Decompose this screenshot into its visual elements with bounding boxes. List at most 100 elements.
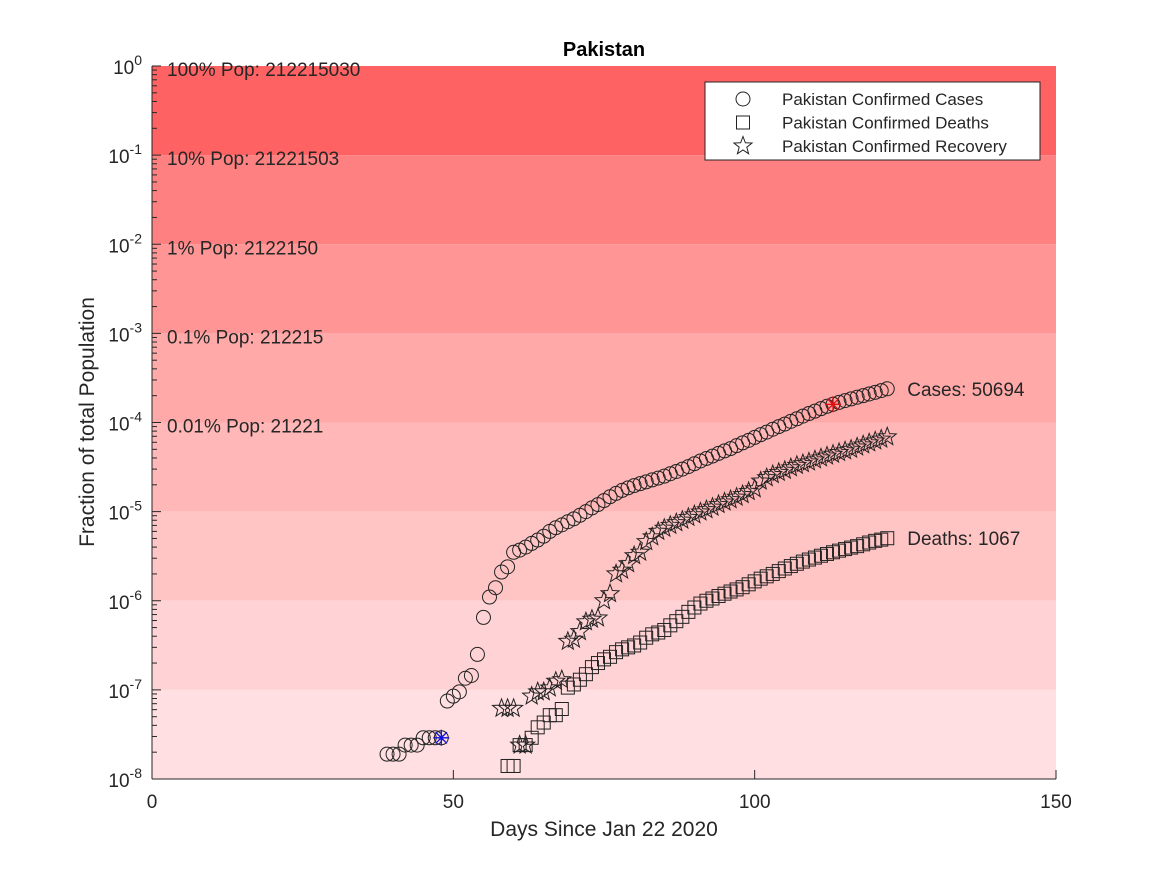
- cases-point: [379, 746, 395, 762]
- y-tick-base: 10: [108, 593, 129, 614]
- y-tick-label: 10-4: [108, 409, 142, 436]
- y-tick-base: 10: [108, 325, 129, 346]
- recovery-point: [509, 734, 531, 754]
- series-end-label: Cases: 50694: [907, 380, 1025, 401]
- cases-point: [879, 381, 895, 397]
- cases-point: [469, 646, 485, 662]
- population-label: 0.01% Pop: 21221: [167, 417, 323, 438]
- population-label: 100% Pop: 212215030: [167, 60, 360, 81]
- cases-point: [626, 478, 642, 494]
- recovery-point: [653, 517, 675, 538]
- cases-point: [415, 730, 431, 746]
- x-tick-label: 150: [1040, 792, 1072, 813]
- y-tick-base: 10: [108, 682, 129, 703]
- cases-point: [500, 559, 516, 575]
- population-label: 0.1% Pop: 212215: [167, 327, 323, 348]
- cases-point: [837, 393, 853, 409]
- population-band: [152, 689, 1056, 779]
- legend-label: Pakistan Confirmed Cases: [782, 90, 983, 109]
- recovery-point: [732, 483, 754, 504]
- population-band: [152, 155, 1056, 245]
- recovery-point: [768, 461, 790, 482]
- recovery-point: [750, 470, 772, 490]
- recovery-point: [708, 493, 729, 514]
- y-axis-label: Fraction of total Population: [76, 297, 99, 547]
- deaths-point: [506, 758, 521, 773]
- cases-point: [481, 589, 497, 605]
- legend-label: Pakistan Confirmed Deaths: [782, 114, 989, 133]
- recovery-point: [876, 425, 898, 446]
- series-star: [491, 425, 898, 754]
- recovery-point: [581, 608, 603, 629]
- cases-point: [644, 472, 660, 488]
- highlight-marker: [825, 396, 842, 413]
- y-tick-label: 10-5: [108, 498, 142, 525]
- data-series: Cases: 50694 Deaths: 1067: [379, 380, 1025, 773]
- series-circle: Cases: 50694: [379, 380, 1025, 762]
- recovery-point: [720, 488, 741, 509]
- recovery-point: [870, 428, 892, 449]
- highlight-marker: [433, 729, 450, 746]
- y-tick-label: 10-6: [108, 587, 142, 614]
- cases-point: [849, 389, 865, 405]
- y-tick-exponent: 0: [134, 52, 142, 68]
- x-tick-label: 100: [739, 792, 771, 813]
- y-tick-exponent: -2: [130, 230, 143, 246]
- cases-point: [451, 684, 467, 700]
- recovery-point: [804, 449, 826, 469]
- legend-circle-icon: [735, 91, 751, 107]
- recovery-point: [762, 463, 784, 484]
- y-tick-label: 10-3: [108, 319, 142, 346]
- cases-point: [861, 386, 877, 402]
- y-tick-base: 10: [108, 415, 129, 436]
- cases-point: [843, 391, 859, 407]
- x-tick-label: 50: [443, 792, 464, 813]
- recovery-point: [587, 607, 609, 627]
- cases-point: [488, 580, 504, 596]
- cases-point: [439, 693, 455, 709]
- recovery-point: [702, 496, 723, 517]
- recovery-point: [527, 680, 549, 701]
- cases-point: [873, 383, 889, 399]
- cases-point: [855, 388, 871, 404]
- cases-point: [397, 737, 413, 753]
- deaths-point: [880, 531, 895, 546]
- y-tick-exponent: -6: [130, 587, 143, 603]
- recovery-point: [503, 697, 524, 718]
- cases-point: [403, 737, 419, 753]
- cases-point: [638, 474, 654, 490]
- cases-point: [494, 564, 510, 580]
- recovery-point: [569, 620, 591, 641]
- y-tick-base: 10: [108, 504, 129, 525]
- recovery-point: [551, 668, 573, 689]
- recovery-point: [545, 670, 567, 691]
- y-tick-label: 10-1: [108, 141, 142, 168]
- y-tick-base: 10: [108, 771, 129, 792]
- cases-point: [463, 667, 479, 683]
- recovery-point: [671, 509, 693, 530]
- cases-point: [391, 746, 407, 762]
- recovery-point: [659, 514, 681, 535]
- population-bands: [152, 66, 1056, 779]
- y-tick-exponent: -7: [130, 676, 143, 692]
- recovery-point: [774, 459, 796, 480]
- recovery-point: [665, 511, 687, 532]
- recovery-point: [611, 559, 633, 580]
- recovery-point: [629, 541, 651, 562]
- cases-point: [632, 476, 648, 492]
- legend-box: [704, 81, 1041, 161]
- recovery-point: [798, 451, 820, 471]
- y-tick-exponent: -1: [130, 141, 143, 157]
- recovery-point: [864, 430, 886, 450]
- y-tick-base: 10: [113, 58, 134, 79]
- cases-point: [475, 609, 491, 625]
- recovery-point: [696, 498, 717, 519]
- population-band: [152, 600, 1056, 690]
- recovery-point: [515, 734, 537, 754]
- chart-title: Pakistan: [563, 39, 645, 61]
- population-band: [152, 333, 1056, 423]
- y-tick-exponent: -4: [130, 409, 143, 425]
- recovery-point: [497, 697, 518, 718]
- recovery-point: [852, 434, 874, 454]
- population-label: 10% Pop: 21221503: [167, 149, 339, 170]
